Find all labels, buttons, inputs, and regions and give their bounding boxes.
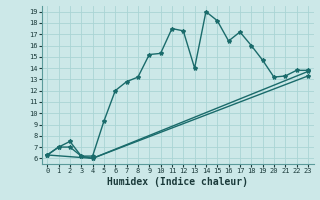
X-axis label: Humidex (Indice chaleur): Humidex (Indice chaleur): [107, 177, 248, 187]
